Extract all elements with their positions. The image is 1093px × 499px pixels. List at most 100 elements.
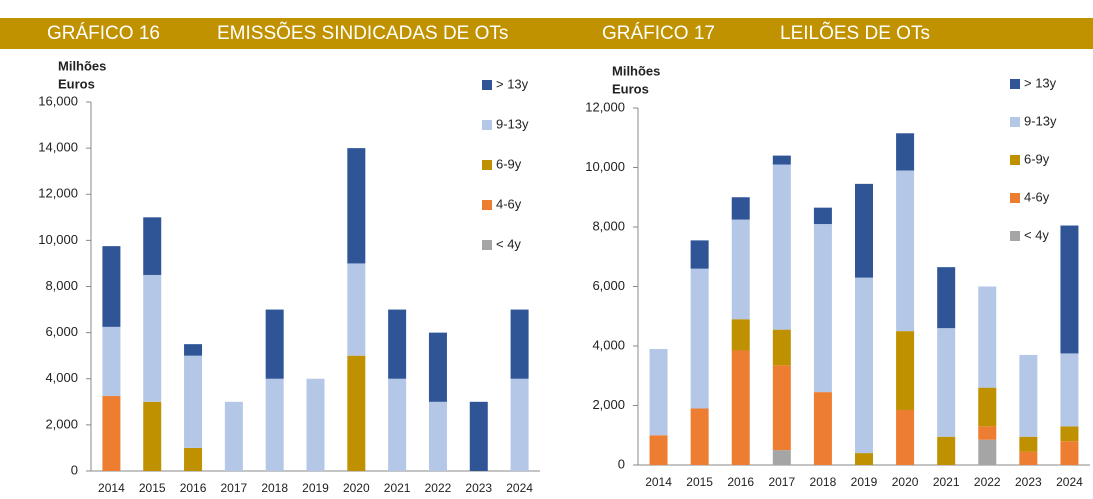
legend-label: < 4y [1024, 227, 1049, 242]
legend-swatch [482, 120, 492, 130]
y-tick-label: 0 [618, 456, 625, 471]
chart-title: LEILÕES DE OTs [780, 22, 930, 44]
legend-swatch [1010, 155, 1020, 165]
legend-swatch [1010, 231, 1020, 241]
bar-segment [184, 447, 203, 471]
y-tick-label: 8,000 [592, 218, 625, 233]
x-tick-label: 2024 [506, 481, 533, 494]
legend-swatch [482, 200, 492, 210]
x-tick-label: 2021 [933, 475, 960, 489]
bar-segment [896, 331, 915, 410]
legend-swatch [482, 240, 492, 250]
x-tick-label: 2023 [1015, 475, 1042, 489]
y-tick-label: 4,000 [45, 370, 78, 385]
x-tick-label: 2016 [180, 481, 207, 494]
bar-segment [347, 148, 366, 264]
legend-swatch [1010, 193, 1020, 203]
x-tick-label: 2018 [261, 481, 288, 494]
bar-segment [1060, 225, 1079, 354]
x-tick-label: 2022 [974, 475, 1001, 489]
x-tick-label: 2016 [727, 475, 754, 489]
legend-label: 6-9y [1024, 151, 1050, 166]
bar-segment [265, 309, 284, 379]
bar-segment [978, 426, 997, 440]
legend-label: > 13y [496, 76, 529, 91]
y-tick-label: 16,000 [38, 93, 78, 108]
bar-segment [813, 207, 832, 225]
bar-segment [510, 309, 529, 379]
bar-segment [896, 409, 915, 465]
legend-swatch [482, 160, 492, 170]
bar-segment [347, 263, 366, 356]
y-axis-label: Euros [612, 81, 649, 96]
bar-segment [428, 401, 447, 471]
bar-segment [855, 277, 873, 454]
bar-segment [143, 274, 162, 402]
bar-segment [937, 436, 956, 465]
y-tick-label: 12,000 [38, 186, 78, 201]
legend-swatch [1010, 117, 1020, 127]
y-tick-label: 6,000 [592, 278, 625, 293]
x-tick-label: 2020 [343, 481, 370, 494]
x-tick-label: 2019 [851, 475, 878, 489]
bar-segment [937, 328, 956, 437]
bar-segment [813, 392, 832, 465]
bar-segment [772, 164, 791, 330]
bar-segment [428, 332, 447, 402]
bar-segment [1019, 436, 1038, 452]
bar-segment [143, 401, 162, 471]
bar-segment [896, 133, 915, 171]
legend-swatch [1010, 79, 1020, 89]
bar-segment [731, 219, 750, 320]
bar-segment [896, 170, 915, 332]
bar-segment [510, 378, 529, 471]
bar-segment [306, 378, 325, 471]
y-tick-label: 2,000 [45, 416, 78, 431]
bar-segment [102, 326, 121, 397]
bar-segment [649, 435, 668, 465]
bar-segment [1060, 441, 1079, 465]
x-tick-label: 2019 [302, 481, 329, 494]
bar-segment [388, 309, 407, 379]
x-tick-label: 2018 [810, 475, 837, 489]
bar-segment [1019, 354, 1038, 437]
y-axis-label: Milhões [58, 58, 106, 73]
bar-segment [469, 401, 488, 471]
y-tick-label: 6,000 [45, 324, 78, 339]
y-tick-label: 8,000 [45, 278, 78, 293]
bar-segment [690, 240, 709, 269]
bar-segment [731, 350, 750, 465]
bar-segment [690, 268, 709, 409]
chart-label: GRÁFICO 17 [602, 23, 715, 44]
y-tick-label: 10,000 [38, 232, 78, 247]
y-tick-label: 12,000 [585, 99, 625, 114]
bar-segment [184, 344, 203, 356]
legend-label: > 13y [1024, 75, 1057, 90]
chart-label: GRÁFICO 16 [47, 23, 160, 44]
x-tick-label: 2014 [98, 481, 125, 494]
bar-segment [813, 224, 832, 393]
bar-segment [102, 246, 121, 327]
chart-title: EMISSÕES SINDICADAS DE OTs [217, 22, 508, 44]
x-tick-label: 2015 [139, 481, 166, 494]
bar-segment [978, 286, 997, 388]
bar-segment [855, 453, 873, 465]
bar-segment [772, 365, 791, 451]
bar-segment [772, 450, 791, 465]
y-tick-label: 14,000 [38, 140, 78, 155]
bar-segment [855, 183, 873, 278]
bar-segment [1060, 426, 1079, 442]
bar-segment [1060, 353, 1079, 427]
bar-segment [690, 408, 709, 465]
bar-segment [265, 378, 284, 471]
bar-segment [388, 378, 407, 471]
x-tick-label: 2020 [892, 475, 919, 489]
bar-segment [184, 355, 203, 448]
bar-segment [978, 439, 997, 465]
legend-swatch [482, 80, 492, 90]
x-tick-label: 2022 [425, 481, 452, 494]
legend-label: 4-6y [1024, 189, 1050, 204]
y-tick-label: 0 [71, 462, 78, 477]
x-tick-label: 2015 [686, 475, 713, 489]
